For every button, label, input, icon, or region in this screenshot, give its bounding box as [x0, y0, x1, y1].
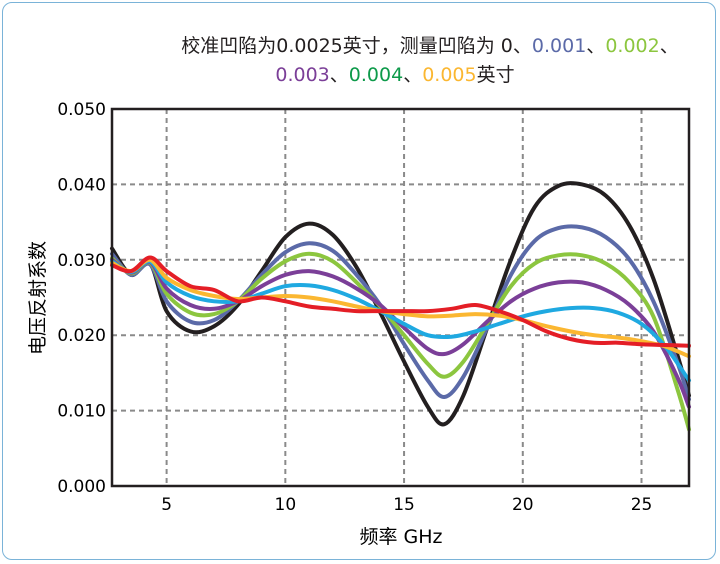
plot-area — [110, 107, 691, 488]
y-tick-label: 0.000 — [57, 477, 106, 497]
series-line-4 — [110, 257, 691, 409]
y-tick-label: 0.050 — [57, 100, 106, 120]
title-segment: 、 — [330, 64, 349, 86]
y-axis-label: 电压反射系数 — [27, 241, 49, 355]
x-tick-label: 20 — [512, 495, 534, 515]
y-tick-label: 0.020 — [57, 326, 106, 346]
title-segment: 校准凹陷为0.0025英寸，测量凹陷为 0、 — [181, 35, 532, 57]
series-line-5 — [110, 259, 691, 383]
title-segment: 、 — [586, 35, 605, 57]
x-axis-ticks: 5 10 15 20 25 — [161, 495, 652, 515]
series-line-2 — [110, 224, 691, 402]
series-line-7 — [110, 255, 691, 348]
title-segment: 0.002 — [605, 35, 659, 57]
y-tick-label: 0.040 — [57, 175, 106, 195]
series-group — [110, 181, 691, 432]
title-segment: 0.005 — [422, 64, 476, 86]
x-tick-label: 10 — [275, 495, 297, 515]
y-axis-ticks: 0.000 0.010 0.020 0.030 0.040 0.050 — [57, 100, 106, 497]
x-axis-label: 频率 GHz — [359, 526, 442, 548]
x-tick-label: 5 — [161, 495, 172, 515]
y-tick-label: 0.030 — [57, 251, 106, 271]
title-segment: 、 — [403, 64, 422, 86]
x-tick-label: 25 — [631, 495, 653, 515]
title-segment: 英寸 — [477, 64, 515, 86]
series-line-1 — [110, 181, 691, 427]
x-tick-label: 15 — [393, 495, 415, 515]
title-segment: 0.004 — [349, 64, 403, 86]
chart-title-line1: 校准凹陷为0.0025英寸，测量凹陷为 0、0.001、0.002、 — [181, 35, 678, 57]
chart-title-line2: 0.003、0.004、0.005英寸 — [275, 64, 514, 86]
title-segment: 、 — [660, 35, 679, 57]
title-segment: 0.003 — [275, 64, 329, 86]
series-line-3 — [110, 251, 691, 432]
y-tick-label: 0.010 — [57, 402, 106, 422]
title-segment: 0.001 — [532, 35, 586, 57]
